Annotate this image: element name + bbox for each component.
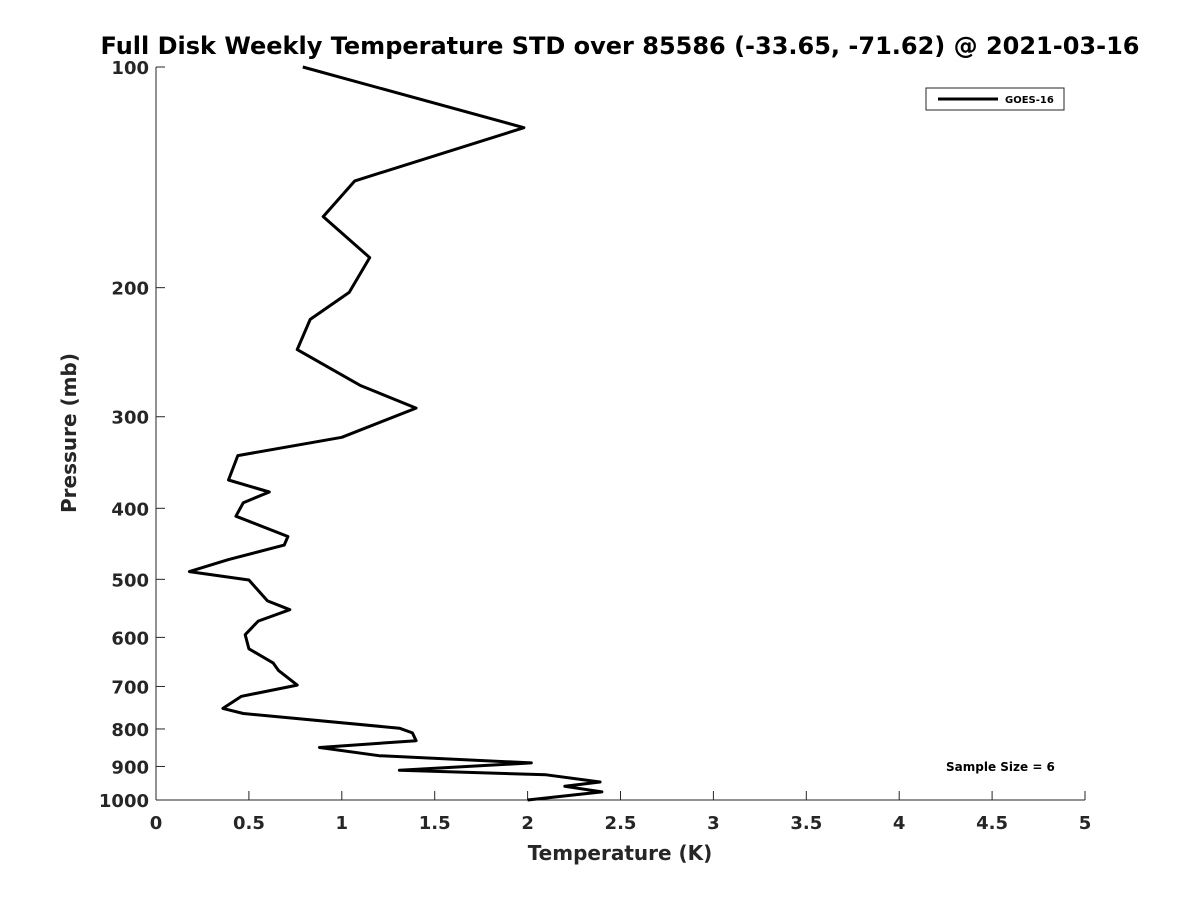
x-tick-label: 1 [336, 813, 349, 834]
legend: GOES-16 [925, 87, 1065, 111]
y-tick-label: 700 [111, 677, 149, 698]
legend-entry-goes-16: GOES-16 [1005, 95, 1054, 106]
x-tick-label: 5 [1079, 813, 1092, 834]
y-tick-label: 100 [111, 58, 149, 79]
y-tick-label: 500 [111, 570, 149, 591]
x-tick-label: 4 [893, 813, 906, 834]
y-axis-label: Pressure (mb) [57, 353, 81, 513]
x-tick-label: 2 [521, 813, 534, 834]
chart-title: Full Disk Weekly Temperature STD over 85… [101, 32, 1140, 60]
y-tick-label: 800 [111, 720, 149, 741]
series-line-goes-16 [187, 65, 604, 802]
sample-size-annotation: Sample Size = 6 [946, 760, 1055, 774]
x-tick-label: 4.5 [976, 813, 1008, 834]
y-tick-label: 200 [111, 279, 149, 300]
x-tick-label: 0.5 [233, 813, 265, 834]
y-tick-label: 900 [111, 757, 149, 778]
axes [155, 67, 1085, 801]
x-tick-label: 3.5 [790, 813, 822, 834]
series-layer [187, 65, 604, 802]
x-axis-label: Temperature (K) [528, 841, 713, 865]
x-tick-label: 1.5 [419, 813, 451, 834]
y-tick-label: 300 [111, 408, 149, 429]
x-tick-label: 2.5 [605, 813, 637, 834]
x-tick-label: 3 [707, 813, 720, 834]
y-tick-label: 600 [111, 628, 149, 649]
y-tick-label: 1000 [99, 791, 149, 812]
y-ticks: 100 200 300 400 500 600 700 800 900 1000 [99, 58, 165, 812]
x-tick-label: 0 [150, 813, 163, 834]
x-ticks: 0 0.5 1 1.5 2 2.5 3 3.5 4 4.5 5 [150, 791, 1092, 834]
y-tick-label: 400 [111, 499, 149, 520]
